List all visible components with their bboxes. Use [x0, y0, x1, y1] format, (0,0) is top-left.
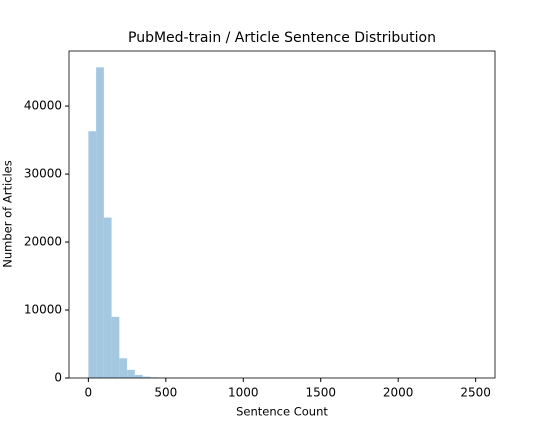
bar	[88, 131, 96, 378]
bar	[96, 67, 104, 378]
bar	[127, 370, 135, 378]
x-tick-label: 1000	[228, 386, 259, 400]
x-tick-label: 0	[85, 386, 93, 400]
y-tick-label: 10000	[24, 303, 62, 317]
bar	[119, 358, 127, 378]
bar	[135, 375, 143, 378]
x-tick-label: 2500	[460, 386, 491, 400]
y-tick-label: 30000	[24, 167, 62, 181]
x-tick-label: 500	[154, 386, 177, 400]
plot-frame	[69, 51, 495, 378]
y-tick-label: 40000	[24, 99, 62, 113]
bar	[104, 218, 112, 378]
x-tick-label: 2000	[383, 386, 414, 400]
chart-title: PubMed-train / Article Sentence Distribu…	[128, 30, 436, 46]
y-axis-label: Number of Articles	[1, 160, 15, 267]
bar	[112, 317, 120, 378]
y-tick-label: 0	[54, 371, 62, 385]
x-axis-label: Sentence Count	[236, 405, 328, 419]
y-tick-label: 20000	[24, 235, 62, 249]
x-tick-label: 1500	[305, 386, 336, 400]
